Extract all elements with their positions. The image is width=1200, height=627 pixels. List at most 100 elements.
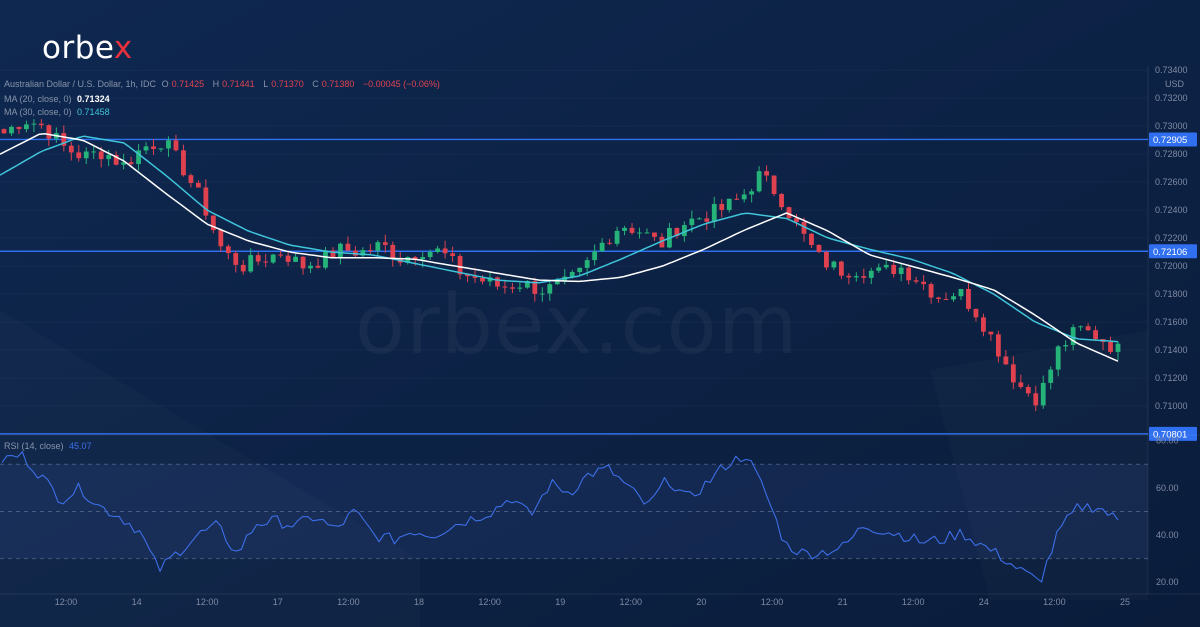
candle-body bbox=[83, 151, 89, 159]
candle-body bbox=[128, 162, 134, 165]
candle-body bbox=[674, 228, 680, 237]
rsi-band bbox=[0, 464, 1148, 559]
candle-body bbox=[487, 277, 493, 282]
candle-body bbox=[315, 265, 321, 268]
candle-body bbox=[1115, 343, 1121, 352]
ma20-label: MA (20, close, 0) bbox=[4, 94, 72, 104]
candle-body bbox=[1033, 393, 1039, 406]
candle-body bbox=[68, 145, 74, 153]
candle-body bbox=[121, 162, 127, 165]
level-tag bbox=[1149, 244, 1197, 259]
time-tick-label: 21 bbox=[838, 597, 848, 607]
candle-body bbox=[883, 264, 889, 268]
candle-body bbox=[517, 287, 523, 289]
candle-body bbox=[367, 250, 373, 252]
candle-body bbox=[831, 261, 837, 268]
candle-body bbox=[323, 250, 328, 268]
ma20-legend: MA (20, close, 0) 0.71324 bbox=[4, 94, 113, 104]
high-label: H bbox=[212, 79, 220, 89]
candle-body bbox=[240, 264, 246, 272]
time-tick-label: 12:00 bbox=[337, 597, 360, 607]
candle-body bbox=[106, 155, 112, 160]
price-tick-label: 0.72200 bbox=[1155, 233, 1188, 243]
candle-body bbox=[16, 126, 22, 130]
candle-body bbox=[554, 281, 560, 285]
candle-body bbox=[225, 246, 231, 254]
rsi-tick-label: 20.00 bbox=[1156, 577, 1179, 587]
time-tick-label: 12:00 bbox=[196, 597, 219, 607]
ma30-label: MA (30, close, 0) bbox=[4, 107, 72, 117]
candle-body bbox=[427, 251, 433, 258]
candle-body bbox=[9, 126, 14, 134]
legend-symbol: Australian Dollar / U.S. Dollar, 1h, IDC bbox=[4, 79, 157, 89]
time-tick-label: 14 bbox=[132, 597, 142, 607]
candle-body bbox=[786, 207, 792, 219]
candle-body bbox=[46, 125, 52, 139]
candle-body bbox=[1063, 345, 1069, 347]
candle-body bbox=[195, 182, 201, 188]
candle-body bbox=[158, 148, 164, 150]
candle-body bbox=[524, 280, 530, 288]
candle-body bbox=[973, 308, 979, 318]
candle-body bbox=[906, 267, 912, 281]
ma30-value: 0.71458 bbox=[77, 107, 110, 117]
candle-body bbox=[861, 276, 867, 278]
price-tick-label: 0.72000 bbox=[1155, 261, 1188, 271]
candle-body bbox=[76, 152, 82, 159]
level-label: 0.70801 bbox=[1153, 429, 1187, 440]
candle-body bbox=[345, 243, 351, 251]
candle-body bbox=[741, 194, 747, 200]
ohlc-legend: Australian Dollar / U.S. Dollar, 1h, IDC… bbox=[4, 79, 443, 89]
candle-body bbox=[711, 203, 717, 222]
candle-body bbox=[846, 275, 852, 278]
price-tick-label: 0.72400 bbox=[1155, 205, 1188, 215]
horizontal-levels[interactable]: 0.72905 0.72106 0.70801 bbox=[0, 132, 1197, 441]
legend-close: C 0.71380 bbox=[312, 79, 357, 89]
candle-body bbox=[749, 191, 755, 195]
time-tick-label: 20 bbox=[696, 597, 706, 607]
candle-body bbox=[270, 254, 276, 263]
candle-body bbox=[31, 123, 37, 125]
price-tick-label: 0.72600 bbox=[1155, 177, 1188, 187]
price-tick-label: 0.71200 bbox=[1155, 373, 1188, 383]
candle-body bbox=[420, 257, 426, 260]
candle-body bbox=[756, 171, 762, 192]
time-tick-label: 12:00 bbox=[761, 597, 784, 607]
candle-body bbox=[577, 267, 583, 273]
candle-body bbox=[719, 203, 725, 210]
candle-body bbox=[166, 140, 171, 149]
candle-body bbox=[966, 288, 971, 309]
candle-body bbox=[480, 277, 485, 282]
candle-body bbox=[689, 218, 695, 226]
candle-body bbox=[278, 254, 284, 256]
rsi-tick-label: 60.00 bbox=[1156, 483, 1179, 493]
candle-body bbox=[495, 277, 500, 287]
candle-body bbox=[726, 198, 732, 210]
candle-body bbox=[704, 218, 710, 222]
currency-label: USD bbox=[1165, 79, 1185, 89]
ma30-line bbox=[0, 135, 1119, 343]
candle-body bbox=[876, 267, 882, 271]
rsi-line bbox=[1, 451, 1119, 583]
candle-body bbox=[450, 253, 455, 257]
time-tick-label: 12:00 bbox=[1043, 597, 1066, 607]
time-tick-label: 18 bbox=[414, 597, 424, 607]
level-label: 0.72905 bbox=[1153, 135, 1187, 146]
candle-body bbox=[405, 257, 411, 263]
ma20-line bbox=[0, 133, 1119, 362]
candle-body bbox=[188, 175, 194, 183]
candle-body bbox=[868, 270, 874, 278]
moving-averages bbox=[0, 133, 1119, 362]
time-tick-label: 12:00 bbox=[55, 597, 78, 607]
candle-body bbox=[38, 123, 44, 126]
candle-body bbox=[300, 256, 306, 269]
candle-body bbox=[734, 198, 740, 200]
time-tick-label: 19 bbox=[555, 597, 565, 607]
candlestick-series bbox=[1, 119, 1121, 412]
price-tick-label: 0.72800 bbox=[1155, 149, 1188, 159]
candle-body bbox=[390, 244, 396, 259]
watermark: orbex.com bbox=[355, 278, 799, 373]
candle-body bbox=[457, 256, 463, 275]
